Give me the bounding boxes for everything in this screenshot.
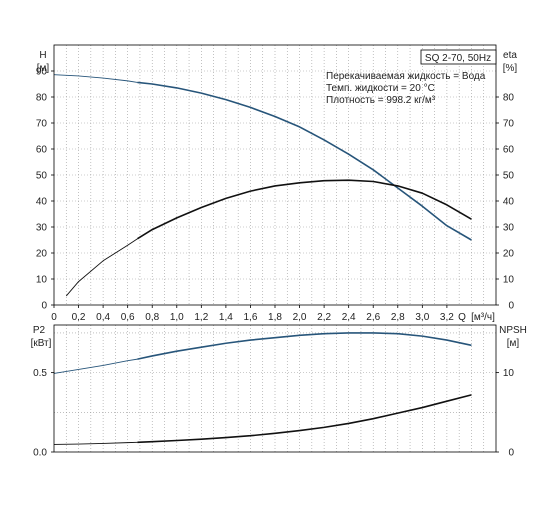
series-H-line-thin xyxy=(53,74,138,83)
series-P2-line xyxy=(137,332,472,360)
x-tick-label: 0,4 xyxy=(96,312,110,323)
top-left-axis-unit: [м] xyxy=(37,63,50,74)
top-left-tick-label: 30 xyxy=(36,223,48,234)
series-NPSH-line-thin xyxy=(53,441,138,445)
x-tick-label: 1,8 xyxy=(268,312,282,323)
label-layer: H [м] eta [%] P2 [кВт] NPSH [м] Q [м³/ч]… xyxy=(31,49,527,459)
x-tick-label: 3,0 xyxy=(415,312,429,323)
top-left-tick-label: 50 xyxy=(36,171,48,182)
series-NPSH-line xyxy=(137,394,472,444)
x-tick-label: 2,0 xyxy=(293,312,307,323)
legend-line-1: Перекачиваемая жидкость = Вода xyxy=(326,71,486,82)
x-tick-label: 0,2 xyxy=(72,312,86,323)
x-tick-label: 2,6 xyxy=(366,312,380,323)
top-right-tick-label: 40 xyxy=(503,197,515,208)
x-tick-label: 2,2 xyxy=(317,312,331,323)
x-tick-label: 1,2 xyxy=(194,312,208,323)
top-right-tick-label: 10 xyxy=(503,275,515,286)
top-right-tick-label: 50 xyxy=(503,171,515,182)
top-left-tick-label: 90 xyxy=(36,67,48,78)
bottom-right-tick-label: 0 xyxy=(508,448,514,459)
top-right-tick-label: 60 xyxy=(503,145,515,156)
series-P2-line-thin xyxy=(53,358,138,374)
legend-line-2: Темп. жидкости = 20 °C xyxy=(326,83,435,94)
model-label: SQ 2-70, 50Hz xyxy=(425,53,491,64)
top-right-tick-label: 80 xyxy=(503,93,515,104)
x-tick-label: 0,6 xyxy=(121,312,135,323)
legend-line-3: Плотность = 998.2 кг/м³ xyxy=(326,95,436,106)
bottom-panel-frame xyxy=(53,324,497,453)
x-tick-label: 3,2 xyxy=(440,312,454,323)
frame-layer xyxy=(51,44,499,453)
bottom-right-tick-label: 10 xyxy=(503,368,515,379)
top-right-tick-label: 20 xyxy=(503,249,515,260)
model-box xyxy=(420,49,497,65)
bottom-right-axis-unit: [м] xyxy=(507,338,520,349)
top-left-tick-label: 20 xyxy=(36,249,48,260)
x-tick-label: 1,6 xyxy=(243,312,257,323)
series-layer xyxy=(53,74,472,445)
bottom-left-tick-label: 0.0 xyxy=(33,448,47,459)
top-left-tick-label: 80 xyxy=(36,93,48,104)
bottom-left-tick-label: 0.5 xyxy=(33,368,47,379)
series-eta-line-thin xyxy=(65,238,138,297)
series-H-line xyxy=(137,81,472,241)
top-right-axis-label: eta xyxy=(503,50,517,61)
top-left-tick-label: 0 xyxy=(41,301,47,312)
x-axis-label: Q xyxy=(458,312,466,323)
x-tick-label: 2,4 xyxy=(342,312,356,323)
top-right-axis-unit: [%] xyxy=(503,63,518,74)
top-left-axis-label: H xyxy=(39,50,46,61)
series-eta-line xyxy=(137,179,472,240)
x-axis-unit: [м³/ч] xyxy=(471,312,495,323)
top-left-tick-label: 60 xyxy=(36,145,48,156)
top-right-tick-label: 70 xyxy=(503,119,515,130)
bottom-left-axis-unit: [кВт] xyxy=(31,338,52,349)
x-tick-label: 1,4 xyxy=(219,312,233,323)
top-left-tick-label: 10 xyxy=(36,275,48,286)
x-tick-label: 2,8 xyxy=(391,312,405,323)
top-left-tick-label: 70 xyxy=(36,119,48,130)
bottom-right-axis-label: NPSH xyxy=(499,325,527,336)
grid-layer xyxy=(54,45,496,452)
x-tick-label: 1,0 xyxy=(170,312,184,323)
x-tick-label: 0 xyxy=(51,312,57,323)
top-right-tick-label: 0 xyxy=(508,301,514,312)
x-tick-label: 0,8 xyxy=(145,312,159,323)
bottom-left-axis-label: P2 xyxy=(33,325,46,336)
top-right-tick-label: 30 xyxy=(503,223,515,234)
top-left-tick-label: 40 xyxy=(36,197,48,208)
